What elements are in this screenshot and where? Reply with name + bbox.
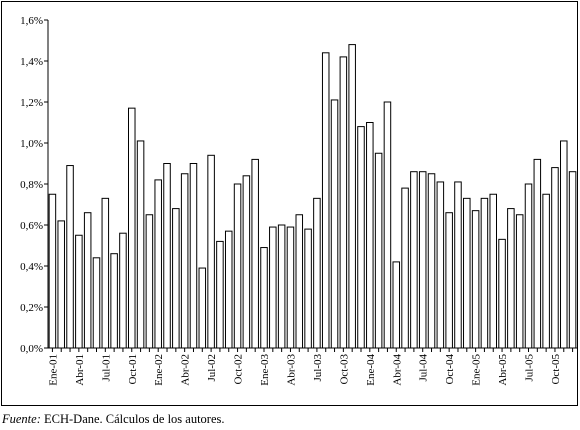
bar (101, 197, 110, 349)
y-tick-label: 0,8% (20, 179, 43, 191)
bar (286, 226, 295, 349)
x-tick-label: Oct-02 (233, 354, 245, 385)
bar (48, 193, 57, 349)
bar (260, 247, 268, 349)
bar (92, 257, 101, 349)
bar (330, 99, 339, 349)
bar (66, 165, 74, 349)
bar (471, 210, 480, 349)
x-tick-label: Ene-05 (471, 354, 483, 386)
bar (57, 220, 65, 349)
bar-chart: 0,0% 0,2% 0,4% 0,6% 0,8% 1,0% 1,2% 1,4% 1,6% Ene-… (20, 15, 577, 386)
x-tick-label: Abr-05 (497, 354, 509, 386)
y-tick-label: 1,0% (20, 138, 43, 150)
x-tick-label: Oct-04 (444, 354, 456, 385)
bar (542, 193, 550, 349)
bar (489, 193, 498, 349)
bar (83, 212, 92, 349)
bar (277, 224, 286, 349)
bar (498, 238, 506, 349)
bar (269, 226, 277, 349)
bar (374, 152, 383, 349)
bar (207, 154, 215, 349)
x-tick-label: Abr-02 (180, 354, 192, 386)
x-tick-label: Abr-03 (285, 354, 297, 386)
x-tick-label: Oct-03 (338, 354, 350, 385)
x-tick-label: Jul-04 (418, 354, 430, 382)
bar (224, 230, 233, 349)
x-tick-label: Abr-04 (391, 354, 403, 386)
x-tick-label: Ene-02 (153, 354, 165, 386)
x-tick-label: Ene-04 (365, 354, 377, 386)
bar (242, 175, 251, 349)
y-tick-label: 0,2% (20, 302, 43, 314)
bar (339, 56, 348, 349)
x-tick-label: Jul-05 (524, 354, 536, 382)
bar (515, 214, 524, 349)
bar (551, 167, 559, 349)
bar (445, 212, 453, 349)
bar (163, 163, 171, 349)
bar (524, 183, 533, 349)
bar (145, 214, 154, 349)
y-tick-label: 1,4% (20, 56, 43, 68)
x-tick-label: Jul-03 (312, 354, 324, 382)
bar (427, 173, 436, 349)
bar (348, 44, 356, 349)
x-tick-label: Jul-02 (206, 354, 218, 382)
x-tick-label: Ene-01 (47, 354, 59, 386)
bar (357, 126, 365, 349)
bar (198, 267, 207, 349)
bar (480, 197, 489, 349)
x-tick-label: Ene-03 (259, 354, 271, 386)
bar (233, 183, 242, 349)
x-tick-label: Oct-01 (127, 354, 139, 385)
y-tick-label: 0,0% (20, 343, 43, 355)
bar (304, 228, 312, 349)
y-tick-label: 1,6% (20, 15, 43, 27)
x-tick-label: Jul-01 (100, 354, 112, 382)
bar (418, 171, 427, 349)
bar (507, 208, 515, 349)
x-tick-label: Oct-05 (550, 354, 562, 385)
bar (313, 197, 321, 349)
footnote: Fuente: ECH-Dane. Cálculos de los autore… (2, 412, 225, 427)
bar (401, 187, 409, 349)
y-tick-label: 0,6% (20, 220, 43, 232)
bar (172, 208, 180, 349)
bar (251, 158, 259, 349)
bar (560, 140, 568, 349)
bar (295, 214, 304, 349)
bar (436, 181, 445, 349)
bar (136, 140, 145, 349)
bar (321, 52, 330, 349)
bar (154, 179, 162, 349)
bar (454, 181, 462, 349)
footnote-source-label: Fuente: (2, 412, 41, 426)
bar (410, 171, 418, 349)
y-tick-label: 0,4% (20, 261, 43, 273)
x-tick-label: Abr-01 (74, 354, 86, 386)
bar (75, 234, 83, 349)
bar (383, 101, 392, 349)
bar (180, 173, 189, 349)
bar (568, 171, 577, 349)
bar (366, 122, 374, 349)
bar (119, 232, 127, 349)
y-tick-label: 1,2% (20, 97, 43, 109)
bar (216, 240, 224, 349)
bar (128, 107, 136, 349)
bar (110, 253, 118, 349)
bar (189, 163, 198, 349)
bar (533, 158, 542, 349)
footnote-source-text: ECH-Dane. Cálculos de los autores. (44, 412, 225, 426)
chart-frame: 0,0% 0,2% 0,4% 0,6% 0,8% 1,0% 1,2% 1,4% 1,6% Ene-… (1, 1, 578, 406)
bar (463, 197, 471, 349)
bar (392, 261, 401, 349)
